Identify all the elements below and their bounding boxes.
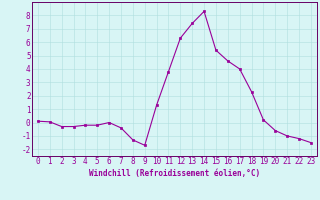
X-axis label: Windchill (Refroidissement éolien,°C): Windchill (Refroidissement éolien,°C) (89, 169, 260, 178)
